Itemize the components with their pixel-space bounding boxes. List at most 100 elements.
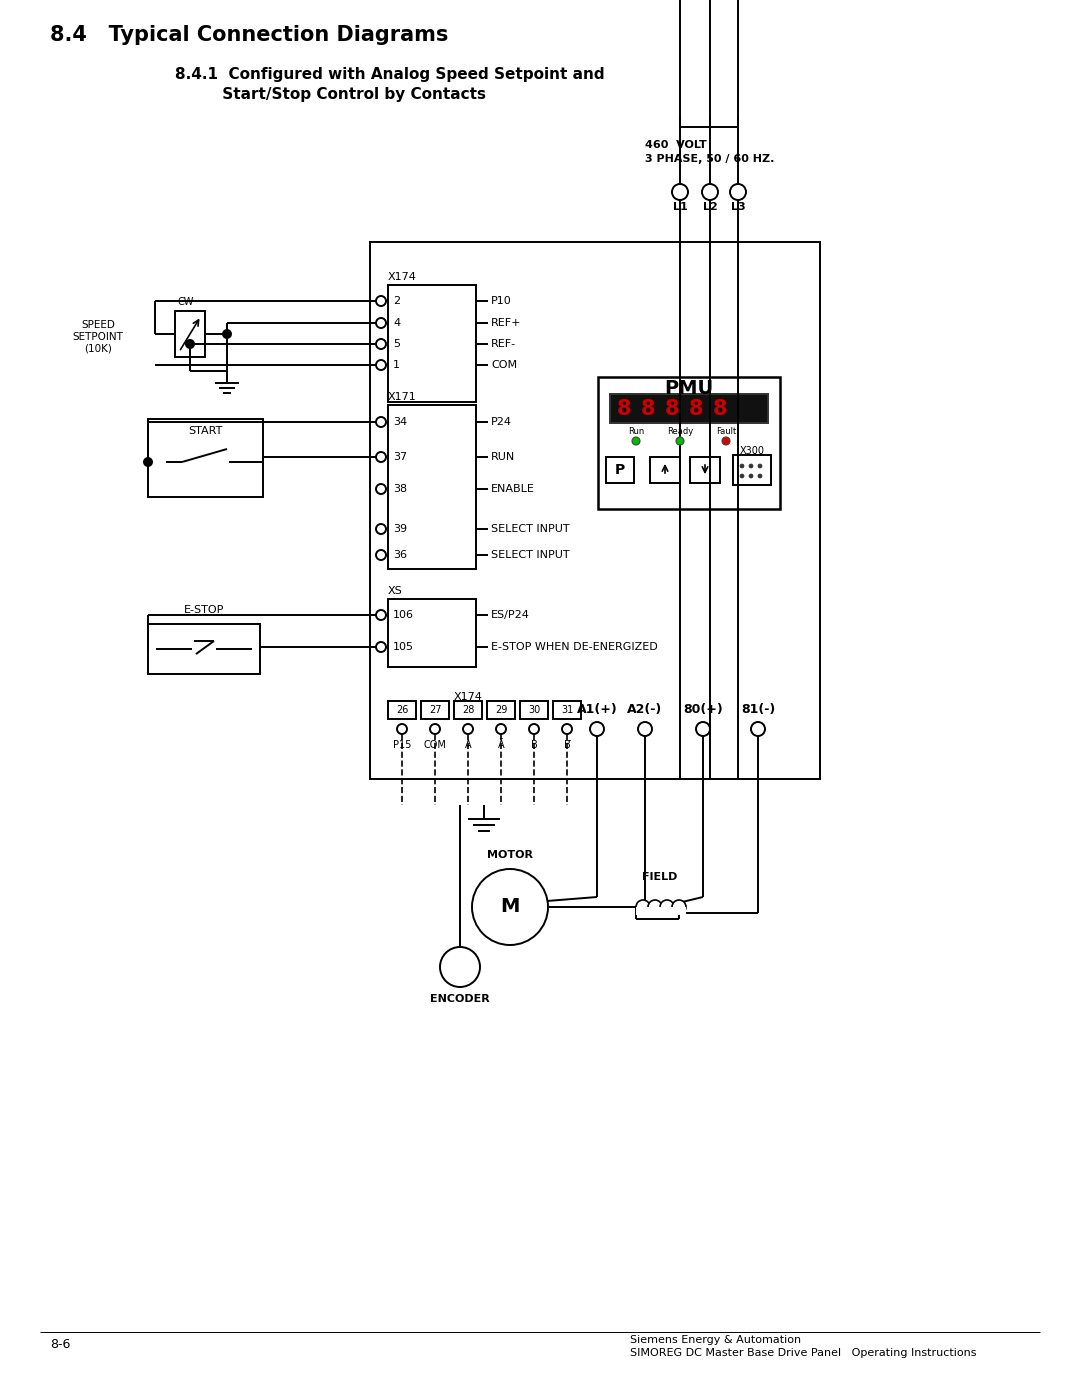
Circle shape: [590, 722, 604, 736]
Text: 106: 106: [393, 610, 414, 620]
Bar: [648, 907, 662, 915]
Text: A1(+): A1(+): [577, 704, 618, 717]
Text: 29: 29: [495, 705, 508, 715]
Circle shape: [676, 437, 684, 446]
Circle shape: [376, 550, 386, 560]
Text: 80(+): 80(+): [684, 704, 723, 717]
Text: A2(-): A2(-): [627, 704, 663, 717]
Bar: [610, 394, 768, 423]
Circle shape: [144, 458, 152, 467]
Text: 8-6: 8-6: [50, 1338, 70, 1351]
Circle shape: [496, 724, 507, 733]
Bar: [388, 599, 476, 666]
Text: 3 PHASE, 50 / 60 HZ.: 3 PHASE, 50 / 60 HZ.: [645, 154, 774, 163]
Bar: [660, 907, 674, 915]
Circle shape: [472, 869, 548, 944]
Text: ENABLE: ENABLE: [491, 483, 535, 495]
Text: 8.4   Typical Connection Diagrams: 8.4 Typical Connection Diagrams: [50, 25, 448, 45]
Text: RUN: RUN: [491, 453, 515, 462]
Circle shape: [751, 722, 765, 736]
Text: 1: 1: [393, 360, 400, 370]
Text: COM: COM: [423, 740, 446, 750]
Circle shape: [376, 453, 386, 462]
Text: X174: X174: [388, 272, 417, 282]
Circle shape: [397, 724, 407, 733]
Text: 105: 105: [393, 643, 414, 652]
Bar: [148, 419, 264, 497]
Bar: [370, 242, 820, 780]
Circle shape: [696, 722, 710, 736]
Circle shape: [222, 330, 231, 338]
Circle shape: [529, 724, 539, 733]
Circle shape: [376, 610, 386, 620]
Bar: [598, 377, 780, 509]
Text: 8: 8: [617, 400, 631, 419]
Bar: [388, 285, 476, 402]
Text: ENCODER: ENCODER: [430, 995, 490, 1004]
Text: REF-: REF-: [491, 339, 516, 349]
Circle shape: [723, 437, 730, 446]
Circle shape: [750, 464, 753, 468]
Text: X300: X300: [740, 446, 765, 455]
Circle shape: [702, 184, 718, 200]
Bar: [650, 457, 680, 483]
Circle shape: [672, 900, 686, 914]
Text: 30: 30: [528, 705, 540, 715]
Text: 8: 8: [689, 400, 703, 419]
Text: Ā: Ā: [498, 740, 504, 750]
Bar: [636, 907, 650, 915]
Circle shape: [660, 900, 674, 914]
Text: 4: 4: [393, 319, 400, 328]
Text: SELECT INPUT: SELECT INPUT: [491, 524, 569, 534]
Text: 5: 5: [393, 339, 400, 349]
Text: SPEED
SETPOINT
(10K): SPEED SETPOINT (10K): [72, 320, 123, 353]
Circle shape: [440, 947, 480, 988]
Bar: [606, 457, 634, 483]
Circle shape: [672, 184, 688, 200]
Circle shape: [376, 360, 386, 370]
Bar: [175, 312, 205, 358]
Text: E-STOP WHEN DE-ENERGIZED: E-STOP WHEN DE-ENERGIZED: [491, 643, 658, 652]
Text: P10: P10: [491, 296, 512, 306]
Circle shape: [636, 900, 650, 914]
Text: 8.4.1  Configured with Analog Speed Setpoint and: 8.4.1 Configured with Analog Speed Setpo…: [175, 67, 605, 82]
Text: A: A: [464, 740, 471, 750]
Bar: [672, 907, 686, 915]
Text: 8: 8: [640, 400, 656, 419]
Text: 2: 2: [393, 296, 400, 306]
Text: 28: 28: [462, 705, 474, 715]
Circle shape: [376, 319, 386, 328]
Text: 39: 39: [393, 524, 407, 534]
Circle shape: [740, 474, 744, 478]
Circle shape: [648, 900, 662, 914]
Text: 36: 36: [393, 550, 407, 560]
Text: L2: L2: [703, 203, 717, 212]
Bar: [553, 701, 581, 719]
Circle shape: [632, 437, 640, 446]
Bar: [519, 701, 548, 719]
Circle shape: [740, 464, 744, 468]
Text: X174: X174: [454, 692, 483, 703]
Text: PMU: PMU: [664, 380, 714, 398]
Text: MOTOR: MOTOR: [487, 849, 534, 861]
Text: P24: P24: [491, 416, 512, 427]
Circle shape: [758, 464, 762, 468]
Bar: [388, 701, 416, 719]
Text: Run: Run: [627, 426, 644, 436]
Text: L1: L1: [673, 203, 687, 212]
Text: X171: X171: [388, 393, 417, 402]
Bar: [454, 701, 482, 719]
Text: B̅: B̅: [564, 740, 570, 750]
Circle shape: [430, 724, 440, 733]
Text: COM: COM: [491, 360, 517, 370]
Circle shape: [186, 339, 194, 348]
Bar: [388, 405, 476, 569]
Text: Siemens Energy & Automation: Siemens Energy & Automation: [630, 1336, 801, 1345]
Text: 81(-): 81(-): [741, 704, 775, 717]
Text: P15: P15: [393, 740, 411, 750]
Text: 34: 34: [393, 416, 407, 427]
Text: 8: 8: [713, 400, 727, 419]
Circle shape: [730, 184, 746, 200]
Text: FIELD: FIELD: [643, 872, 677, 882]
Circle shape: [376, 524, 386, 534]
